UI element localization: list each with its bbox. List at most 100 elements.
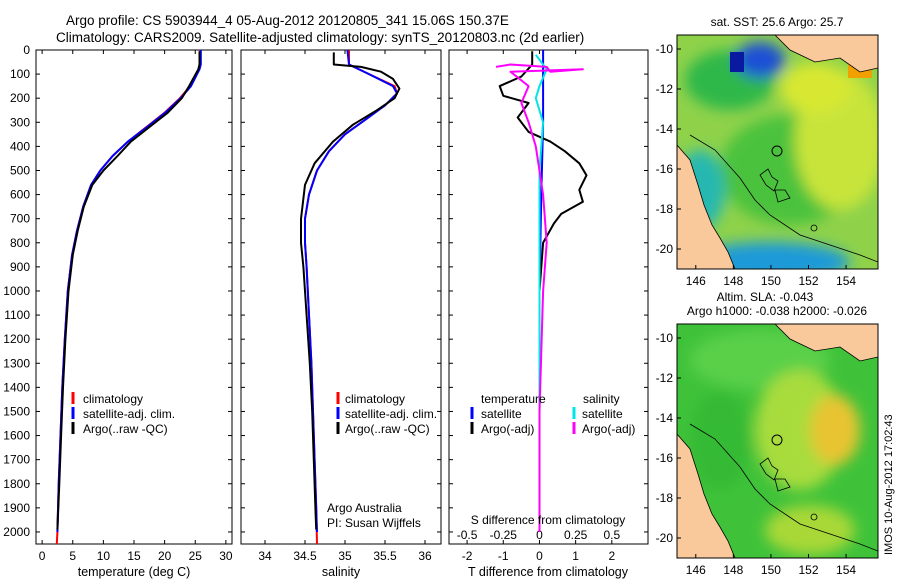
series-line-argo-raw-qc- — [56, 51, 201, 530]
series-line-climatology — [304, 50, 398, 545]
depth-tick-label: 1800 — [3, 477, 30, 491]
map-y-tick-label: -20 — [656, 531, 674, 545]
depth-tick-label: 600 — [10, 188, 30, 202]
sla-map-ticks: 146 148 150 152 154 -10 -12 -14 -16 -18 -20 — [656, 331, 857, 577]
sla-reef-3 — [810, 513, 818, 521]
temperature-x-label: temperature (deg C) — [78, 565, 191, 579]
x-tick-label: 35 — [338, 549, 352, 563]
map-x-tick-label: 148 — [723, 563, 743, 577]
salinity-x-ticks: 34 34.5 35 35.5 36 — [258, 50, 432, 563]
sst-shelf-contour — [689, 134, 878, 263]
depth-tick-label: 200 — [10, 91, 30, 105]
map-y-tick-label: -12 — [656, 371, 674, 385]
sst-map-title: sat. SST: 25.6 Argo: 25.7 — [711, 15, 844, 29]
sst-reef-2 — [774, 189, 791, 203]
salinity-difference-x-ticks: -0.5 -0.25 0 0.25 0.5 — [457, 528, 621, 542]
timestamp-stamp: IMOS 10-Aug-2012 17:02:43 — [883, 414, 895, 555]
depth-tick-label: 300 — [10, 115, 30, 129]
temperature-panel-frame — [35, 49, 233, 545]
sst-blue-patch — [735, 42, 785, 78]
depth-tick-label: 1500 — [3, 404, 30, 418]
sst-map-frame — [676, 34, 879, 270]
depth-axis-ticks: 0 100 200 300 400 500 600 700 800 900 1000 1100 1200… — [3, 43, 648, 539]
x-tick-label: -2 — [462, 549, 473, 563]
sla-reef-2 — [774, 478, 791, 492]
sla-map-title: Altim. SLA: -0.043 — [717, 290, 814, 304]
legend-label-sal-satellite: satellite — [582, 407, 623, 421]
legend-label-climatology: climatology — [83, 392, 143, 406]
sst-map — [677, 35, 878, 269]
sst-cloud-patch — [730, 52, 744, 72]
map-y-tick-label: -14 — [656, 411, 674, 425]
difference-panel-frame — [448, 49, 649, 545]
x-tick-label: 0 — [536, 549, 543, 563]
map-x-tick-label: 152 — [798, 563, 818, 577]
map-y-tick-label: -18 — [656, 491, 674, 505]
legend-title-temperature: temperature — [481, 392, 546, 406]
x2-tick-label: 0 — [536, 528, 543, 542]
salinity-legend: climatology satellite-adj. clim. Argo(..… — [327, 392, 437, 530]
sla-map — [677, 324, 878, 558]
title-line-2: Climatology: CARS2009. Satellite-adjuste… — [56, 30, 584, 45]
x-tick-label: 34 — [258, 549, 272, 563]
x-tick-label: 2 — [608, 549, 615, 563]
sla-shelf-contour — [689, 423, 878, 552]
legend-label-climatology: climatology — [345, 392, 405, 406]
depth-tick-label: 0 — [23, 43, 30, 57]
sla-green-west — [690, 390, 750, 490]
map-x-tick-label: 146 — [686, 274, 706, 288]
temperature-profiles — [55, 50, 202, 545]
depth-tick-label: 100 — [10, 67, 30, 81]
map-x-tick-label: 146 — [686, 563, 706, 577]
x-tick-label: 5 — [69, 549, 76, 563]
series-line-argo-raw-qc- — [300, 52, 401, 530]
depth-tick-label: 2000 — [3, 525, 30, 539]
depth-tick-label: 1400 — [3, 380, 30, 394]
series-line-salinity-satellite — [534, 54, 548, 532]
sla-orange-east — [810, 395, 860, 465]
x-tick-label: 34.5 — [293, 549, 317, 563]
series-line-salinity-argo-adj- — [495, 63, 584, 532]
depth-tick-label: 400 — [10, 139, 30, 153]
map-x-tick-label: 154 — [836, 563, 856, 577]
difference-x-label: T difference from climatology — [468, 565, 629, 579]
salinity-profiles — [300, 49, 401, 545]
depth-tick-label: 1000 — [3, 284, 30, 298]
sla-field — [690, 330, 860, 555]
depth-tick-label: 1600 — [3, 429, 30, 443]
x-tick-label: 35.5 — [373, 549, 397, 563]
map-y-tick-label: -14 — [656, 122, 674, 136]
depth-tick-label: 1900 — [3, 501, 30, 515]
sla-map-frame — [676, 323, 879, 559]
legend-title-salinity: salinity — [583, 392, 620, 406]
sla-yellow-south — [765, 505, 855, 555]
sla-land-png — [774, 324, 878, 362]
depth-tick-label: 500 — [10, 163, 30, 177]
depth-tick-label: 1300 — [3, 356, 30, 370]
map-y-tick-label: -12 — [656, 82, 674, 96]
difference-x2-label: S difference from climatology — [471, 513, 626, 527]
depth-tick-label: 800 — [10, 236, 30, 250]
sst-reef-3 — [810, 224, 818, 232]
x-tick-label: 15 — [127, 549, 141, 563]
map-x-tick-label: 152 — [798, 274, 818, 288]
x-tick-label: 1 — [572, 549, 579, 563]
x2-tick-label: -0.25 — [490, 528, 518, 542]
x-tick-label: 36 — [418, 549, 432, 563]
sst-reef-1 — [759, 168, 779, 192]
legend-label-satellite: satellite-adj. clim. — [83, 407, 175, 421]
title-line-1: Argo profile: CS 5903944_4 05-Aug-2012 2… — [66, 13, 509, 28]
sst-yellow-north — [780, 63, 850, 113]
map-y-tick-label: -18 — [656, 202, 674, 216]
legend-label-temp-satellite: satellite — [481, 407, 522, 421]
legend-label-sal-argo: Argo(-adj) — [582, 422, 635, 436]
difference-profiles — [495, 50, 588, 532]
temperature-legend: climatology satellite-adj. clim. Argo(..… — [71, 392, 175, 436]
sla-reef-1 — [759, 457, 779, 481]
x-tick-label: 20 — [158, 549, 172, 563]
depth-tick-label: 1100 — [4, 308, 30, 322]
series-line-satellite-adj-clim- — [304, 49, 398, 533]
credit-text: Argo Australia — [327, 501, 402, 515]
map-y-tick-label: -10 — [656, 331, 674, 345]
